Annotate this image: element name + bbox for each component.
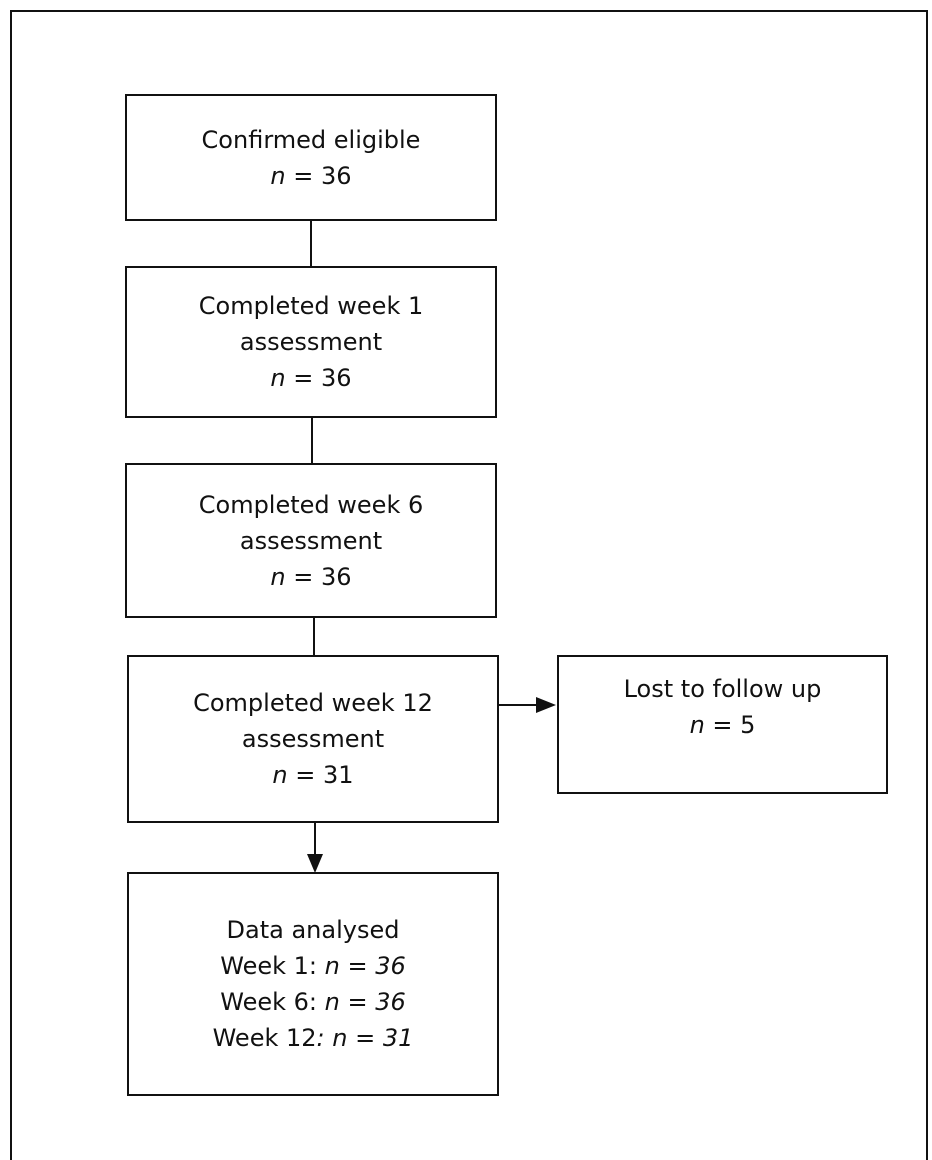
- n-value: = 36: [293, 364, 352, 392]
- row-label: Week 1:: [220, 952, 325, 980]
- node-completed-week-6: Completed week 6 assessment n = 36: [125, 463, 497, 618]
- node-count: n = 36: [270, 559, 351, 595]
- node-completed-week-12: Completed week 12 assessment n = 31: [127, 655, 499, 823]
- n-value: = 36: [293, 562, 352, 591]
- n-symbol: n: [272, 761, 288, 789]
- node-title-line-1: Completed week 1: [198, 292, 424, 320]
- n-value: = 5: [712, 711, 756, 739]
- analysed-row-week-1: Week 1: n = 36: [220, 948, 406, 984]
- analysed-row-week-6: Week 6: n = 36: [220, 984, 406, 1020]
- row-n: n = 36: [324, 952, 406, 980]
- node-title-line-2: assessment: [241, 725, 385, 753]
- row-label: Week 6:: [220, 988, 325, 1016]
- node-completed-week-1: Completed week 1 assessment n = 36: [125, 266, 497, 418]
- row-label: Week 12: [212, 1024, 317, 1052]
- node-title-line-2: assessment: [239, 328, 383, 356]
- node-count: n = 36: [270, 360, 351, 396]
- n-value: = 31: [295, 761, 354, 789]
- n-symbol: n: [270, 364, 286, 392]
- node-title-line-2: assessment: [239, 526, 383, 555]
- arrowhead-lost: [536, 697, 556, 713]
- n-value: = 36: [293, 161, 352, 190]
- node-lost-to-follow-up: Lost to follow up n = 5: [557, 655, 888, 794]
- node-title: Confirmed eligible: [201, 125, 421, 154]
- row-n: n = 36: [324, 988, 406, 1016]
- analysed-row-week-12: Week 12: n = 31: [213, 1020, 414, 1056]
- node-title: Data analysed: [226, 916, 400, 944]
- node-count: n = 36: [270, 158, 351, 194]
- row-n: : n = 31: [316, 1024, 414, 1052]
- arrowhead-analysed: [307, 854, 323, 873]
- figure-frame: [10, 10, 928, 1160]
- node-confirmed-eligible: Confirmed eligible n = 36: [125, 94, 497, 221]
- node-count: n = 31: [272, 757, 353, 793]
- node-title-line-1: Completed week 12: [193, 689, 433, 717]
- n-symbol: n: [689, 711, 705, 739]
- node-title-line-1: Completed week 6: [198, 490, 424, 519]
- node-data-analysed: Data analysed Week 1: n = 36 Week 6: n =…: [127, 872, 499, 1096]
- n-symbol: n: [270, 161, 286, 190]
- node-count: n = 5: [690, 707, 756, 743]
- node-title: Lost to follow up: [623, 675, 822, 703]
- n-symbol: n: [270, 562, 286, 591]
